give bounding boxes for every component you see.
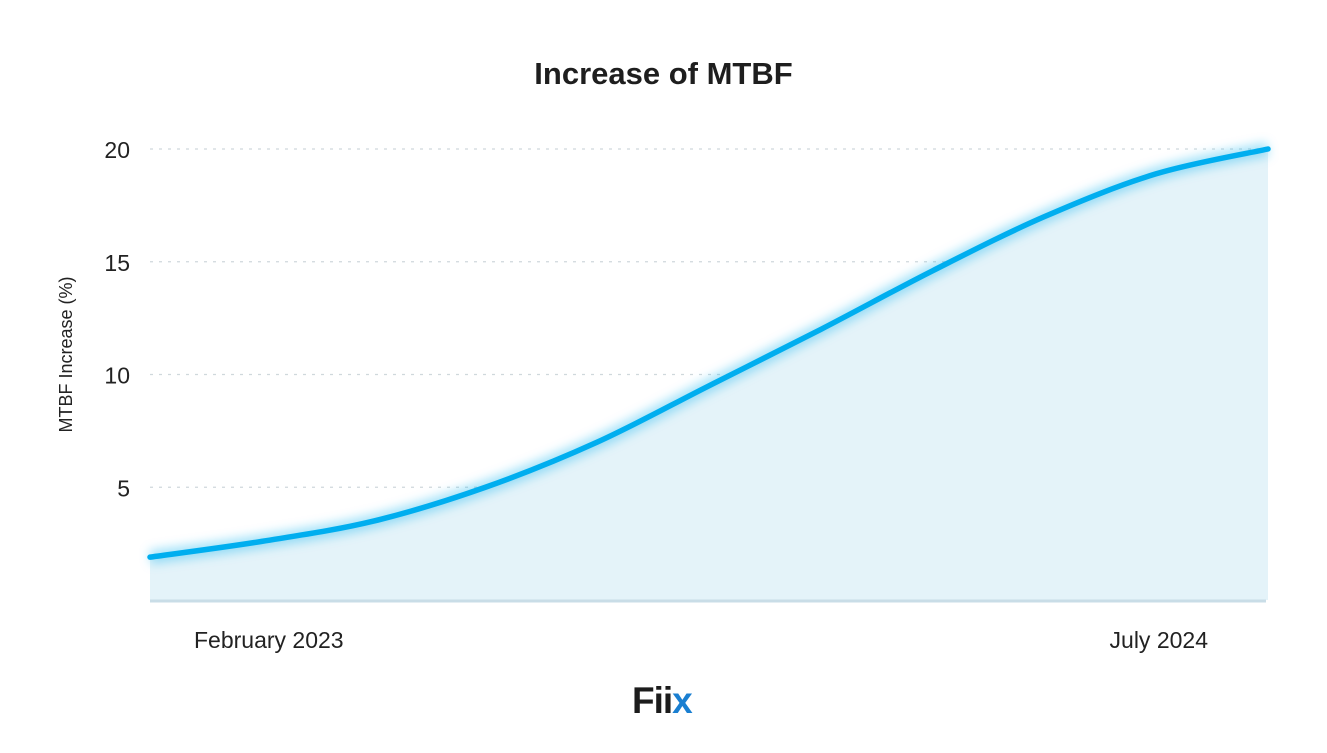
x-tick-label: February 2023 — [194, 627, 344, 653]
series-area — [150, 149, 1268, 600]
fiix-logo: Fiix — [632, 680, 693, 722]
series-line — [147, 146, 1271, 560]
y-tick-label: 20 — [104, 137, 130, 163]
logo-text-fii: Fii — [632, 680, 673, 721]
x-tick-label: July 2024 — [1110, 627, 1209, 653]
y-tick-label: 15 — [104, 250, 130, 276]
y-tick-label: 5 — [117, 475, 130, 501]
y-tick-label: 10 — [104, 363, 130, 389]
chart-title: Increase of MTBF — [534, 56, 793, 91]
logo-text-x: x — [672, 680, 693, 721]
y-axis-label: MTBF Increase (%) — [56, 276, 76, 432]
